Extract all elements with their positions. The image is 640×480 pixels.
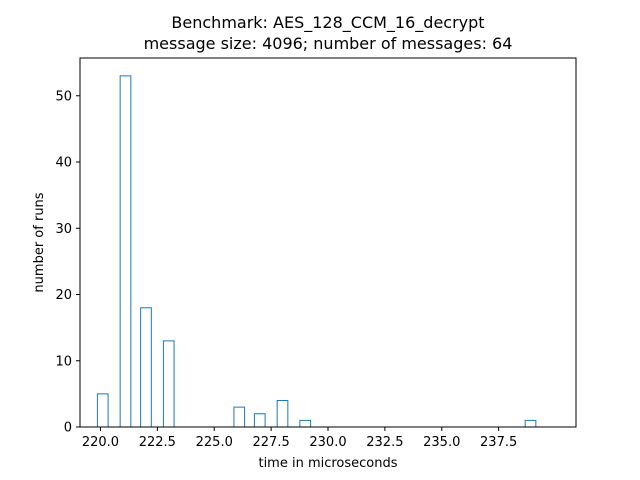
y-tick-label: 30: [55, 222, 72, 237]
histogram-bar-8: [524, 419, 537, 428]
y-axis-label: number of runs: [32, 192, 47, 292]
x-tick-label: 232.5: [366, 435, 403, 450]
y-tick-label: 10: [55, 354, 72, 369]
x-tick-label: 237.5: [480, 435, 517, 450]
x-tick-label: 230.0: [309, 435, 346, 450]
chart-subtitle: message size: 4096; number of messages: …: [144, 34, 513, 53]
y-tick-label: 20: [55, 288, 72, 303]
bars-group: [96, 75, 537, 428]
chart-title: Benchmark: AES_128_CCM_16_decrypt: [171, 13, 484, 33]
histogram-bar-2: [140, 307, 152, 428]
y-axis-ticks: 0 10 20 30 40 50: [55, 89, 80, 436]
x-tick-label: 235.0: [423, 435, 460, 450]
histogram-bar-5: [253, 413, 266, 428]
histogram-bar-6: [276, 400, 289, 428]
x-tick-label: 225.0: [196, 435, 233, 450]
plot-area-frame: [79, 57, 577, 428]
x-axis-ticks: 220.0 222.5 225.0 227.5 230.0 232.5 235.0 237.5: [82, 427, 517, 450]
histogram-bar-3: [162, 340, 175, 428]
histogram-bar-4: [233, 406, 246, 428]
histogram-bar-0: [96, 393, 109, 428]
x-tick-label: 222.5: [139, 435, 176, 450]
y-tick-label: 50: [55, 89, 72, 104]
histogram-bar-1: [119, 75, 132, 428]
y-tick-label: 40: [55, 156, 72, 171]
x-axis-label: time in microseconds: [258, 456, 397, 471]
histogram-bar-7: [299, 419, 312, 428]
y-tick-label: 0: [64, 421, 72, 436]
x-tick-label: 227.5: [253, 435, 290, 450]
x-tick-label: 220.0: [82, 435, 119, 450]
